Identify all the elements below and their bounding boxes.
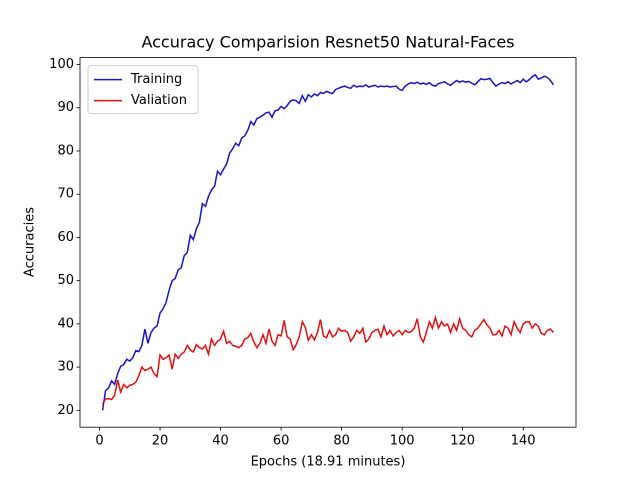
legend-box — [87, 65, 199, 115]
chart-title: Accuracy Comparision Resnet50 Natural-Fa… — [141, 33, 514, 52]
x-tick-label: 80 — [333, 434, 350, 449]
legend-label: Valiation — [131, 93, 187, 108]
y-axis-label: Accuracies — [23, 207, 38, 277]
y-tick-label: 60 — [57, 230, 74, 245]
y-tick-label: 100 — [49, 57, 74, 72]
y-tick-label: 50 — [57, 273, 74, 288]
legend-label: Training — [130, 72, 182, 87]
y-tick-label: 90 — [57, 100, 74, 115]
x-tick-label: 60 — [273, 434, 290, 449]
x-tick-label: 40 — [212, 434, 229, 449]
x-tick-label: 140 — [511, 434, 536, 449]
data-line — [101, 73, 555, 411]
y-tick-label: 70 — [57, 187, 74, 202]
y-tick-label: 30 — [57, 360, 74, 375]
x-tick-label: 100 — [390, 434, 415, 449]
x-tick-label: 0 — [95, 434, 103, 449]
y-tick-label: 20 — [57, 403, 74, 418]
y-tick-label: 40 — [57, 316, 74, 331]
y-tick-label: 80 — [57, 143, 74, 158]
plot-frame — [79, 57, 577, 428]
x-tick-label: 120 — [450, 434, 475, 449]
x-axis-label: Epochs (18.91 minutes) — [251, 455, 406, 470]
x-tick-label: 20 — [152, 434, 169, 449]
data-line — [101, 314, 555, 405]
